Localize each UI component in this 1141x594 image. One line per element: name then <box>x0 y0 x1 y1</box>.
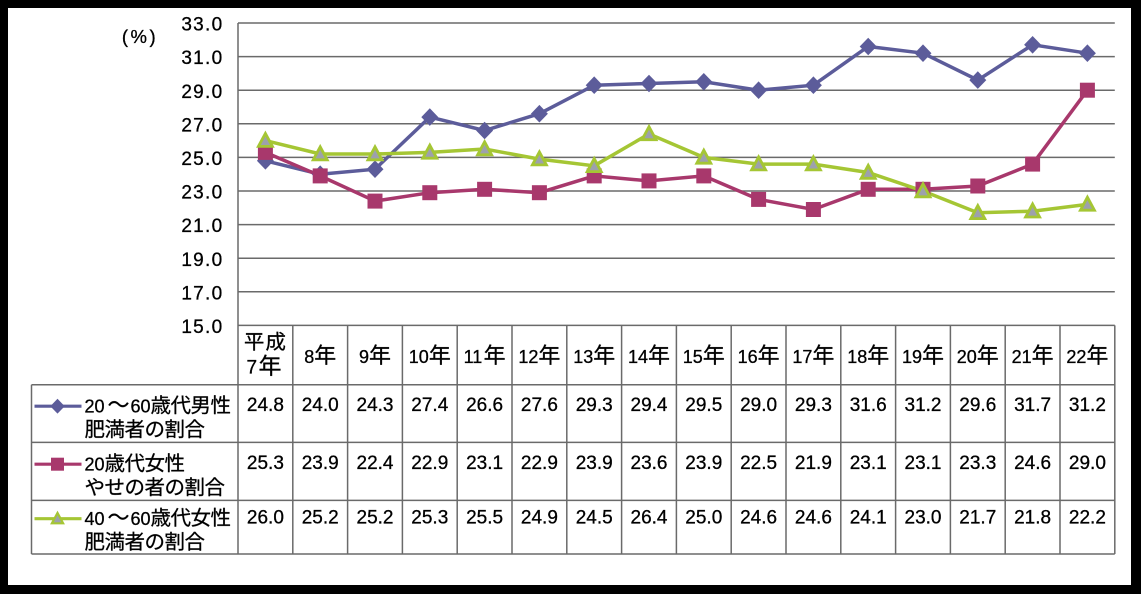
svg-text:21.9: 21.9 <box>795 453 832 474</box>
svg-text:25.2: 25.2 <box>302 508 339 529</box>
svg-text:22: 22 <box>1066 347 1086 367</box>
svg-text:22.9: 22.9 <box>411 453 448 474</box>
svg-text:21.8: 21.8 <box>1014 508 1051 529</box>
svg-text:33.0: 33.0 <box>181 15 223 36</box>
svg-text:29.5: 29.5 <box>685 395 722 416</box>
svg-text:24.0: 24.0 <box>302 395 339 416</box>
svg-text:8: 8 <box>304 347 314 367</box>
svg-text:25.0: 25.0 <box>181 149 223 170</box>
svg-text:25.3: 25.3 <box>247 453 284 474</box>
svg-text:20: 20 <box>85 397 105 417</box>
svg-text:29.0: 29.0 <box>181 82 223 103</box>
svg-text:12: 12 <box>518 347 538 367</box>
svg-text:16: 16 <box>738 347 758 367</box>
svg-text:24.1: 24.1 <box>850 508 887 529</box>
svg-text:25.0: 25.0 <box>685 508 722 529</box>
svg-text:19: 19 <box>902 347 922 367</box>
svg-text:23.0: 23.0 <box>181 183 223 204</box>
svg-text:23.9: 23.9 <box>685 453 722 474</box>
svg-text:25.5: 25.5 <box>466 508 503 529</box>
svg-text:15: 15 <box>683 347 703 367</box>
svg-text:(%): (%) <box>122 26 158 47</box>
svg-text:24.6: 24.6 <box>1014 453 1051 474</box>
svg-text:23.9: 23.9 <box>576 453 613 474</box>
svg-text:19.0: 19.0 <box>181 250 223 271</box>
svg-text:27.4: 27.4 <box>411 395 448 416</box>
svg-text:22.4: 22.4 <box>357 453 394 474</box>
svg-text:27.6: 27.6 <box>521 395 558 416</box>
svg-text:23.1: 23.1 <box>905 453 942 474</box>
svg-text:22.2: 22.2 <box>1069 508 1106 529</box>
svg-text:31.0: 31.0 <box>181 48 223 69</box>
svg-text:23.3: 23.3 <box>959 453 996 474</box>
svg-text:24.5: 24.5 <box>576 508 613 529</box>
svg-text:24.8: 24.8 <box>247 395 284 416</box>
svg-text:24.9: 24.9 <box>521 508 558 529</box>
svg-text:22.9: 22.9 <box>521 453 558 474</box>
svg-text:31.2: 31.2 <box>1069 395 1106 416</box>
svg-text:29.4: 29.4 <box>631 395 668 416</box>
svg-text:24.6: 24.6 <box>795 508 832 529</box>
svg-text:13: 13 <box>573 347 593 367</box>
svg-text:31.7: 31.7 <box>1014 395 1051 416</box>
svg-text:26.4: 26.4 <box>631 508 668 529</box>
svg-text:9: 9 <box>359 347 369 367</box>
svg-text:29.6: 29.6 <box>959 395 996 416</box>
svg-text:20: 20 <box>957 347 977 367</box>
svg-text:14: 14 <box>628 347 648 367</box>
svg-text:26.6: 26.6 <box>466 395 503 416</box>
svg-text:11: 11 <box>464 347 483 367</box>
svg-text:15.0: 15.0 <box>181 317 223 338</box>
svg-text:25.3: 25.3 <box>411 508 448 529</box>
svg-text:29.3: 29.3 <box>576 395 613 416</box>
svg-text:31.6: 31.6 <box>850 395 887 416</box>
svg-text:17.0: 17.0 <box>181 283 223 304</box>
svg-text:29.3: 29.3 <box>795 395 832 416</box>
svg-text:21.7: 21.7 <box>959 508 996 529</box>
svg-text:23.0: 23.0 <box>905 508 942 529</box>
svg-text:26.0: 26.0 <box>247 508 284 529</box>
svg-text:23.6: 23.6 <box>631 453 668 474</box>
svg-text:29.0: 29.0 <box>740 395 777 416</box>
svg-text:21.0: 21.0 <box>181 216 223 237</box>
svg-text:22.5: 22.5 <box>740 453 777 474</box>
svg-text:24.6: 24.6 <box>740 508 777 529</box>
svg-text:60: 60 <box>131 397 151 417</box>
svg-text:40: 40 <box>85 509 105 529</box>
svg-text:25.2: 25.2 <box>357 508 394 529</box>
svg-text:23.1: 23.1 <box>850 453 887 474</box>
svg-text:7: 7 <box>247 358 258 379</box>
svg-text:10: 10 <box>409 347 429 367</box>
svg-text:24.3: 24.3 <box>357 395 394 416</box>
svg-text:20: 20 <box>85 455 105 475</box>
svg-text:23.9: 23.9 <box>302 453 339 474</box>
svg-text:27.0: 27.0 <box>181 115 223 136</box>
svg-text:23.1: 23.1 <box>466 453 503 474</box>
svg-text:60: 60 <box>131 509 151 529</box>
svg-text:31.2: 31.2 <box>905 395 942 416</box>
svg-text:21: 21 <box>1012 347 1032 367</box>
svg-text:29.0: 29.0 <box>1069 453 1106 474</box>
svg-text:18: 18 <box>847 347 867 367</box>
svg-text:17: 17 <box>792 347 812 367</box>
